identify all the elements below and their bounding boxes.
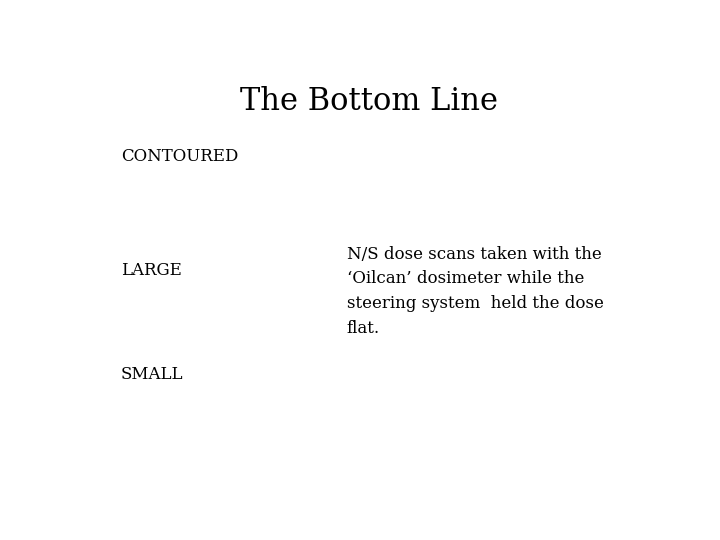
Text: SMALL: SMALL: [121, 366, 183, 383]
Text: CONTOURED: CONTOURED: [121, 148, 238, 165]
Text: N/S dose scans taken with the
‘Oilcan’ dosimeter while the
steering system  held: N/S dose scans taken with the ‘Oilcan’ d…: [347, 246, 603, 337]
Text: The Bottom Line: The Bottom Line: [240, 85, 498, 117]
Text: LARGE: LARGE: [121, 262, 181, 279]
